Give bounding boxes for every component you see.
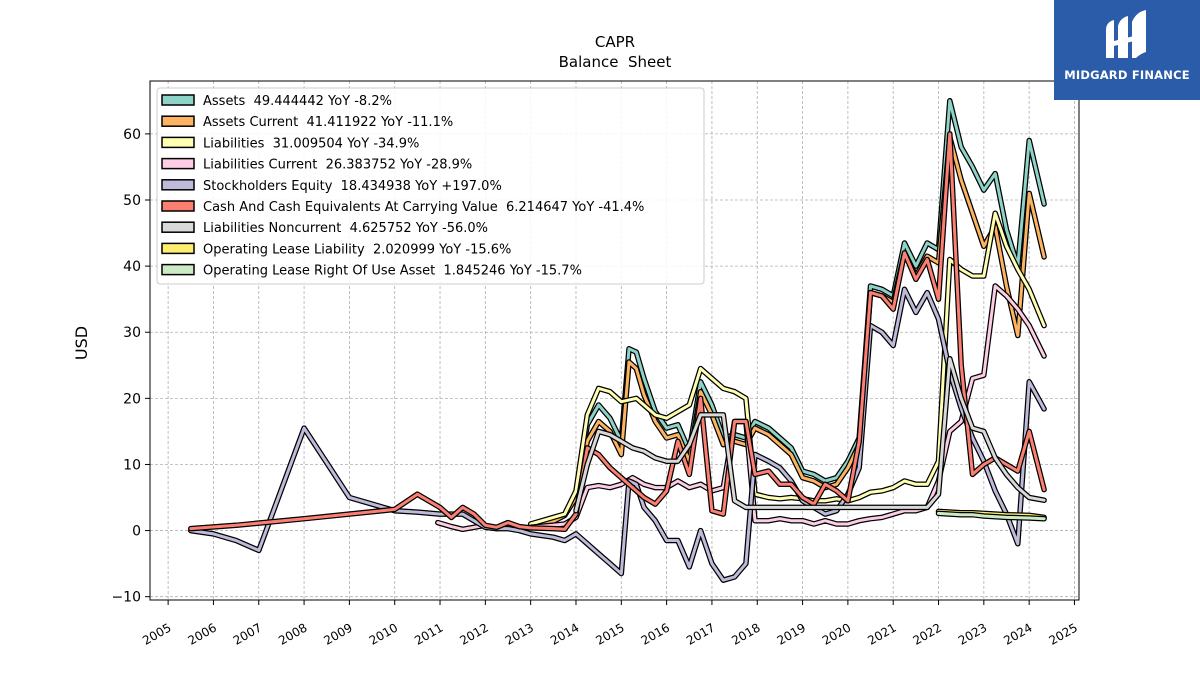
y-tick-label: 20 — [123, 391, 141, 407]
x-tick-label: 2017 — [684, 620, 717, 647]
legend-entry-6: Cash And Cash Equivalents At Carrying Va… — [161, 200, 644, 215]
legend-entry-2: Assets Current 41.411922 YoY -11.1% — [161, 115, 453, 130]
x-tick-label: 2016 — [639, 620, 672, 647]
x-tick-label: 2022 — [911, 620, 944, 647]
series-line-3 — [527, 210, 1047, 527]
legend-swatch — [161, 221, 195, 233]
x-tick-label: 2009 — [321, 620, 354, 647]
x-tick-label: 2011 — [412, 620, 445, 647]
x-tick-label: 2023 — [956, 620, 989, 647]
legend-label: Assets 49.444442 YoY -8.2% — [203, 94, 392, 109]
legend-entry-3: Liabilities 31.009504 YoY -34.9% — [161, 136, 419, 151]
brand-logo: MIDGARD FINANCE — [1054, 0, 1200, 100]
x-tick-label: 2010 — [367, 620, 400, 647]
y-tick-label: 50 — [123, 193, 141, 209]
legend-entry-7: Liabilities Noncurrent 4.625752 YoY -56.… — [161, 221, 488, 236]
y-tick-label: 0 — [132, 524, 141, 540]
legend-entry-9: Operating Lease Right Of Use Asset 1.845… — [161, 263, 582, 279]
legend-swatch — [161, 242, 195, 255]
legend-swatch — [161, 200, 195, 212]
y-tick-label: 10 — [123, 457, 141, 473]
legend-label: Assets Current 41.411922 YoY -11.1% — [203, 115, 453, 130]
legend-swatch — [161, 157, 195, 170]
series-line-9 — [935, 510, 1047, 522]
legend-swatch — [161, 263, 195, 276]
legend-entry-5: Stockholders Equity 18.434938 YoY +197.0… — [161, 179, 502, 194]
legend: Assets 49.444442 YoY -8.2% Assets Current… — [156, 87, 705, 285]
x-tick-label: 2024 — [1001, 620, 1034, 647]
legend-label: Cash And Cash Equivalents At Carrying Va… — [203, 200, 644, 215]
legend-label: Liabilities Current 26.383752 YoY -28.9% — [203, 158, 472, 173]
series-line-5 — [188, 286, 1047, 583]
mf-monogram-icon — [1106, 10, 1146, 58]
x-tick-label: 2005 — [140, 620, 173, 647]
y-tick-label: 40 — [123, 259, 141, 275]
x-tick-label: 2018 — [729, 620, 762, 647]
series-line-4 — [435, 283, 1047, 533]
x-tick-label: 2019 — [775, 620, 808, 647]
legend-swatch — [161, 136, 195, 149]
x-tick-label: 2012 — [457, 620, 490, 647]
legend-label: Liabilities 31.009504 YoY -34.9% — [203, 136, 419, 151]
x-tick-label: 2014 — [548, 620, 581, 647]
legend-label: Operating Lease Liability 2.020999 YoY -… — [203, 242, 511, 257]
series-lines — [188, 98, 1047, 583]
x-tick-label: 2013 — [503, 620, 536, 647]
y-axis-label: USD — [72, 326, 91, 360]
x-tick-label: 2015 — [593, 620, 626, 647]
legend-entry-4: Liabilities Current 26.383752 YoY -28.9% — [161, 157, 472, 173]
y-tick-label: 60 — [123, 127, 141, 143]
x-tick-label: 2025 — [1047, 620, 1080, 647]
x-tick-label: 2006 — [185, 620, 218, 647]
x-tick-label: 2021 — [865, 620, 898, 647]
y-tick-label: −10 — [111, 590, 141, 606]
plot-frame — [149, 80, 1080, 601]
series-line-6 — [188, 131, 1047, 533]
legend-label: Stockholders Equity 18.434938 YoY +197.0… — [203, 179, 502, 194]
x-tick-label: 2008 — [276, 620, 309, 647]
legend-swatch — [161, 115, 195, 127]
legend-entry-8: Operating Lease Liability 2.020999 YoY -… — [161, 242, 511, 257]
legend-label: Operating Lease Right Of Use Asset 1.845… — [203, 264, 582, 279]
legend-entry-1: Assets 49.444442 YoY -8.2% — [161, 94, 392, 109]
series-line-2 — [527, 134, 1047, 529]
y-tick-label: 30 — [123, 325, 141, 341]
chart-subtitle: Balance Sheet — [559, 53, 672, 71]
legend-swatch — [161, 179, 195, 191]
legend-swatch — [161, 94, 195, 106]
brand-name: MIDGARD FINANCE — [1064, 68, 1190, 82]
x-tick-label: 2007 — [231, 620, 264, 647]
legend-label: Liabilities Noncurrent 4.625752 YoY -56.… — [203, 221, 488, 236]
series-line-7 — [573, 355, 1047, 514]
legend-box — [156, 87, 705, 285]
x-tick-label: 2020 — [820, 620, 853, 647]
chart-title: CAPR — [595, 33, 635, 51]
